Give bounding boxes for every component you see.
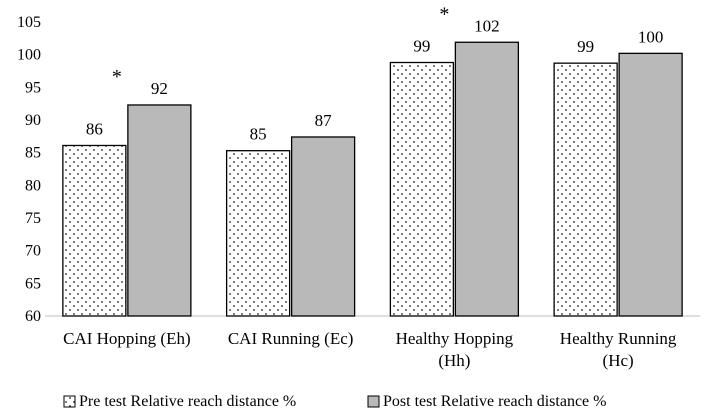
bars [62, 41, 683, 317]
bar [290, 136, 356, 317]
data-labels: 86 92 85 87 99 102 99 100 * * [86, 3, 664, 143]
legend-label: Post test Relative reach distance % [383, 393, 606, 410]
bar [618, 52, 683, 317]
significance-asterisk: * [439, 3, 449, 25]
y-tick-label: 100 [17, 47, 41, 64]
category-label: (Hh) [438, 351, 470, 370]
y-tick-label: 85 [25, 145, 41, 162]
category-label: Healthy Running [560, 329, 677, 348]
y-tick-label: 90 [25, 112, 41, 129]
data-label: 87 [315, 111, 333, 130]
data-label: 99 [577, 37, 594, 56]
y-tick-label: 80 [25, 177, 41, 194]
data-label: 99 [413, 37, 430, 56]
y-tick-label: 75 [25, 210, 41, 227]
y-tick-label: 60 [25, 308, 41, 325]
y-tick-label: 70 [25, 243, 41, 260]
bar [553, 62, 618, 317]
category-label: CAI Hopping (Eh) [63, 329, 190, 348]
y-tick-label: 105 [17, 14, 41, 31]
data-label: 102 [474, 16, 500, 35]
y-tick-label: 95 [25, 79, 41, 96]
legend-swatch [63, 395, 76, 408]
legend-swatch [367, 395, 380, 408]
bar [127, 104, 192, 317]
significance-asterisk: * [112, 66, 122, 88]
bar [454, 41, 520, 317]
legend: Pre test Relative reach distance % Post t… [63, 393, 606, 410]
data-label: 92 [151, 79, 168, 98]
category-labels: CAI Hopping (Eh) CAI Running (Ec) Healthy … [63, 329, 677, 370]
category-label: CAI Running (Ec) [228, 329, 354, 348]
data-label: 86 [86, 119, 103, 138]
category-label: (Hc) [603, 351, 634, 370]
y-tick-label: 65 [25, 275, 41, 292]
legend-label: Pre test Relative reach distance % [79, 393, 296, 410]
bar [225, 150, 291, 317]
data-label: 100 [638, 27, 664, 46]
bar [62, 144, 127, 317]
bar [389, 61, 455, 317]
data-label: 85 [250, 125, 267, 144]
category-label: Healthy Hopping [396, 329, 514, 348]
